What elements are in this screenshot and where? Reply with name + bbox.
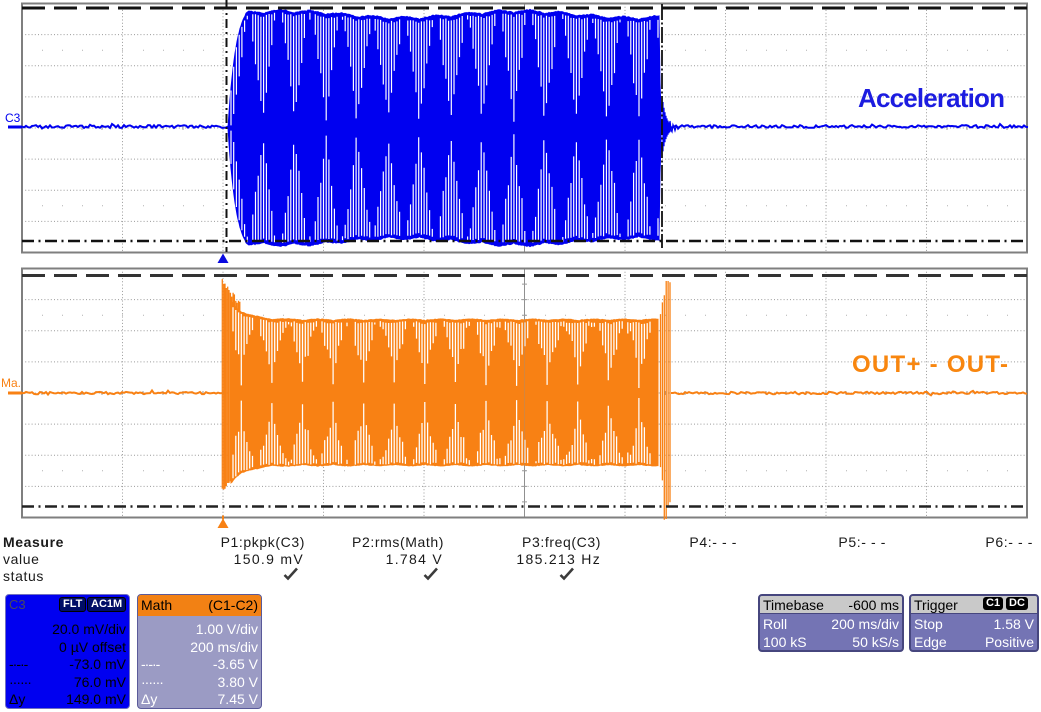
svg-text:OUT+ - OUT-: OUT+ - OUT- [852,351,1008,378]
svg-text:Acceleration: Acceleration [858,83,1005,113]
